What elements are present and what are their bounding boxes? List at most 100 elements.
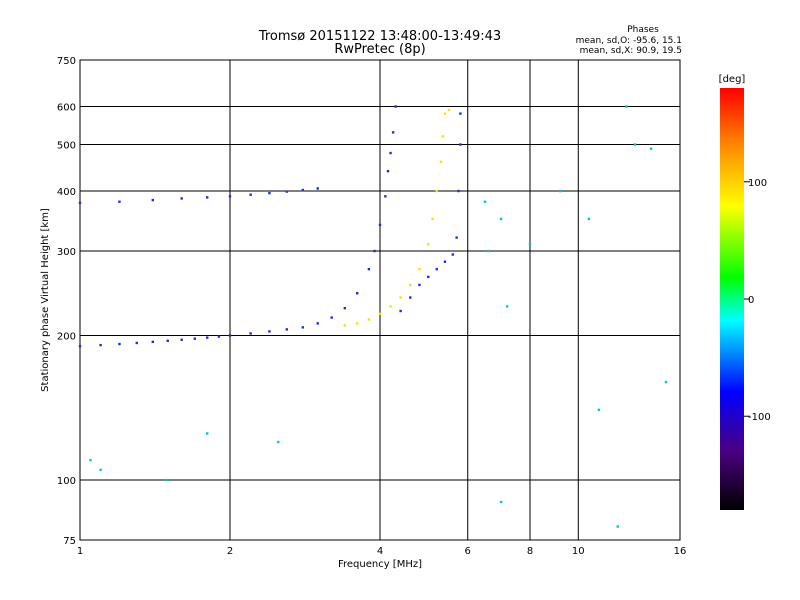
point-s3-5: [399, 296, 402, 299]
y-tick-label-7: 750: [57, 56, 76, 67]
point-s4-11: [664, 380, 668, 384]
point-s3-13: [443, 112, 447, 115]
point-s3-4: [389, 305, 392, 308]
point-s0-18: [355, 292, 359, 295]
point-s3-14: [447, 108, 451, 112]
x-tick-label-1: 2: [227, 546, 233, 557]
x-tick-label-4: 8: [527, 546, 533, 557]
point-s1-1: [118, 200, 121, 203]
x-tick-label-0: 1: [77, 546, 83, 557]
point-s4-12: [89, 458, 92, 462]
x-tick-label-2: 4: [377, 546, 383, 557]
point-s3-11: [439, 160, 443, 164]
y-tick-label-3: 300: [57, 247, 76, 258]
point-s2-2: [418, 283, 421, 287]
point-s0-14: [301, 326, 305, 329]
point-s2-5: [443, 260, 447, 263]
point-s0-8: [205, 336, 209, 339]
point-s3-10: [435, 189, 438, 193]
x-axis-label: Frequency [MHz]: [338, 559, 422, 570]
point-s2-1: [409, 296, 412, 299]
point-s4-4: [528, 242, 532, 246]
point-s3-2: [367, 318, 371, 321]
point-s4-17: [499, 500, 503, 504]
data-points: [78, 105, 668, 528]
point-s1-3: [180, 197, 183, 200]
point-s0-22: [384, 195, 387, 198]
point-s0-3: [135, 341, 138, 345]
point-s0-1: [99, 343, 102, 347]
y-tick-label-5: 500: [57, 141, 76, 152]
point-s0-24: [389, 151, 392, 155]
point-s2-7: [455, 236, 458, 239]
point-s1-4: [205, 196, 209, 199]
point-s0-0: [78, 345, 82, 348]
y-tick-label-2: 200: [57, 332, 76, 343]
y-tick-label-6: 600: [57, 103, 76, 114]
point-s0-25: [391, 131, 395, 134]
stats-heading: Phases: [627, 25, 659, 35]
grid-lines: [80, 60, 680, 540]
point-s4-9: [633, 143, 637, 146]
y-tick-label-4: 400: [57, 187, 76, 198]
point-s0-6: [180, 338, 183, 341]
point-s4-7: [597, 408, 601, 412]
point-s2-4: [435, 267, 438, 271]
point-s3-8: [427, 242, 430, 246]
point-s4-14: [166, 478, 169, 482]
point-s4-16: [277, 440, 280, 444]
colorbar-tick-label-2: -100: [748, 412, 771, 423]
y-tick-label-1: 100: [57, 476, 76, 487]
point-s0-17: [343, 307, 347, 310]
point-s1-10: [316, 187, 319, 190]
point-s1-2: [151, 198, 155, 202]
point-s0-12: [268, 330, 271, 333]
chart-title: Tromsø 20151122 13:48:00-13:49:43: [258, 29, 501, 44]
point-s4-8: [625, 105, 628, 108]
point-s1-6: [249, 193, 252, 196]
point-s3-12: [441, 135, 445, 138]
point-s0-9: [217, 335, 221, 338]
point-s0-16: [330, 316, 333, 319]
point-s3-0: [343, 324, 347, 327]
point-s1-9: [301, 188, 305, 192]
y-axis-label: Stationary phase Virtual Height [km]: [40, 208, 51, 392]
point-s3-9: [431, 217, 434, 221]
point-s0-26: [394, 105, 397, 108]
stats-o-line: mean, sd,O: -95.6, 15.1: [576, 36, 682, 46]
point-s3-7: [418, 267, 421, 271]
point-s4-0: [483, 200, 487, 203]
point-s3-3: [378, 312, 382, 315]
point-s4-13: [99, 468, 102, 472]
point-s4-5: [559, 189, 562, 193]
point-s3-1: [355, 322, 359, 325]
colorbar-tick-label-0: 100: [748, 178, 767, 189]
point-s2-9: [459, 143, 462, 146]
point-s2-3: [427, 275, 430, 279]
x-tick-label-5: 10: [572, 546, 585, 557]
point-s3-6: [409, 283, 412, 287]
colorbar-tick-label-1: 0: [748, 295, 754, 306]
colorbar: [720, 88, 744, 510]
x-tick-label-6: 16: [674, 546, 687, 557]
y-tick-label-0: 75: [63, 536, 76, 547]
point-s0-11: [249, 332, 252, 335]
x-tick-label-3: 6: [465, 546, 471, 557]
point-s0-21: [378, 223, 382, 227]
point-s4-10: [649, 147, 653, 150]
point-s0-2: [118, 342, 121, 346]
point-s0-15: [316, 322, 319, 325]
point-s2-8: [457, 189, 460, 193]
point-s4-1: [487, 249, 490, 253]
point-s4-6: [587, 217, 591, 221]
y-axis: 75 100 200 300 400 500 600 750: [57, 56, 76, 547]
chart-subtitle: RwPretec (8p): [334, 42, 425, 57]
x-axis: 1 2 4 6 8 10 16: [77, 546, 687, 557]
point-s4-2: [499, 217, 503, 221]
point-s1-5: [228, 195, 232, 198]
stats-x-line: mean, sd,X: 90.9, 19.5: [580, 46, 682, 56]
point-s0-20: [373, 249, 376, 253]
point-s0-4: [151, 340, 155, 344]
